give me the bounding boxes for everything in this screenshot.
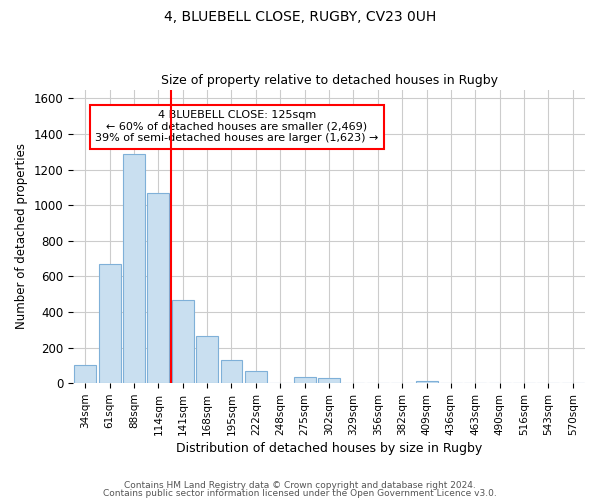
Text: Contains HM Land Registry data © Crown copyright and database right 2024.: Contains HM Land Registry data © Crown c… xyxy=(124,481,476,490)
Bar xyxy=(123,154,145,383)
Y-axis label: Number of detached properties: Number of detached properties xyxy=(15,144,28,330)
X-axis label: Distribution of detached houses by size in Rugby: Distribution of detached houses by size … xyxy=(176,442,482,455)
Bar xyxy=(318,378,340,383)
Bar xyxy=(245,371,267,383)
Bar xyxy=(293,377,316,383)
Bar xyxy=(196,336,218,383)
Bar xyxy=(148,193,169,383)
Text: Contains public sector information licensed under the Open Government Licence v3: Contains public sector information licen… xyxy=(103,488,497,498)
Title: Size of property relative to detached houses in Rugby: Size of property relative to detached ho… xyxy=(161,74,497,87)
Bar xyxy=(416,380,437,383)
Bar xyxy=(98,264,121,383)
Bar xyxy=(221,360,242,383)
Bar xyxy=(172,300,194,383)
Text: 4 BLUEBELL CLOSE: 125sqm
← 60% of detached houses are smaller (2,469)
39% of sem: 4 BLUEBELL CLOSE: 125sqm ← 60% of detach… xyxy=(95,110,379,144)
Bar xyxy=(74,366,96,383)
Text: 4, BLUEBELL CLOSE, RUGBY, CV23 0UH: 4, BLUEBELL CLOSE, RUGBY, CV23 0UH xyxy=(164,10,436,24)
